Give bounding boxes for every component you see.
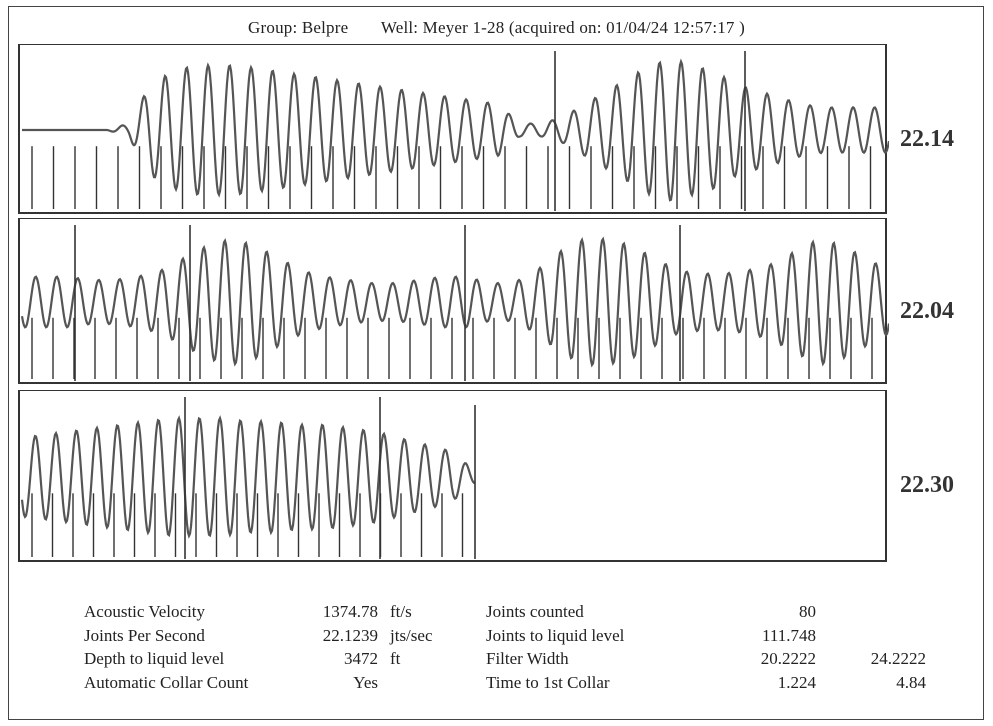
- stat-value: Yes: [353, 672, 378, 692]
- stat-label: Depth to liquid level: [84, 649, 225, 668]
- stat-value: 3472: [344, 649, 378, 668]
- stat-row: Automatic Collar Count Yes: [84, 671, 468, 695]
- readout-panel-2: 22.04: [900, 298, 954, 324]
- well-label: Well: Meyer 1-28 (acquired on: 01/04/24 …: [380, 18, 745, 37]
- stat-value: 20.2222: [760, 649, 816, 668]
- chart-frame: [8, 6, 984, 720]
- stat-label: Filter Width: [486, 649, 569, 668]
- stat-row: Joints to liquid level 111.748: [486, 624, 926, 648]
- stat-row: Joints Per Second 22.1239 jts/sec: [84, 624, 468, 648]
- trace-line-1: [22, 58, 889, 202]
- stat-value: 22.1239: [322, 625, 378, 645]
- stat-value: 80: [799, 602, 816, 621]
- stat-unit: ft: [390, 649, 401, 668]
- trace-3-svg: [20, 397, 476, 559]
- stat-label: Automatic Collar Count: [84, 672, 249, 692]
- stat-row: Filter Width 20.2222 24.2222: [486, 647, 926, 671]
- trace-1-svg: [22, 51, 889, 211]
- stat-row: Joints counted 80: [486, 600, 926, 624]
- readout-panel-1: 22.14: [900, 126, 954, 152]
- stat-unit: jts/sec: [390, 625, 433, 645]
- stat-unit: [378, 671, 468, 695]
- stat-label: Joints Per Second: [84, 625, 205, 645]
- trace-panel-3: [18, 390, 887, 562]
- group-label: Group: Belpre: [248, 18, 349, 37]
- stat-label: Joints to liquid level: [486, 625, 625, 645]
- trace-line-2: [20, 236, 889, 368]
- stat-value-2: 4.84: [896, 672, 926, 692]
- stats-table-left: Acoustic Velocity 1374.78 ft/s Joints Pe…: [84, 600, 468, 694]
- stat-value-2: [816, 624, 926, 648]
- stat-value-2: [816, 600, 926, 624]
- stat-unit: ft/s: [390, 602, 412, 621]
- stat-value: 1374.78: [322, 602, 378, 621]
- stats-table-right: Joints counted 80 Joints to liquid level…: [486, 600, 926, 694]
- trace-panel-2: [18, 218, 889, 384]
- stat-label: Time to 1st Collar: [486, 672, 610, 692]
- stat-row: Acoustic Velocity 1374.78 ft/s: [84, 600, 468, 624]
- stat-value: 1.224: [777, 672, 816, 692]
- trace-line-3: [20, 415, 476, 539]
- stat-value-2: 24.2222: [870, 649, 926, 668]
- stat-label: Acoustic Velocity: [84, 602, 206, 621]
- chart-header: Group: Belpre Well: Meyer 1-28 (acquired…: [0, 18, 993, 38]
- stat-row: Depth to liquid level 3472 ft: [84, 647, 468, 671]
- trace-2-svg: [20, 225, 889, 381]
- stat-value: 111.748: [762, 625, 816, 645]
- stat-label: Joints counted: [486, 602, 584, 621]
- trace-panel-1: [18, 44, 889, 214]
- stat-row: Time to 1st Collar 1.224 4.84: [486, 671, 926, 695]
- readout-panel-3: 22.30: [900, 472, 954, 498]
